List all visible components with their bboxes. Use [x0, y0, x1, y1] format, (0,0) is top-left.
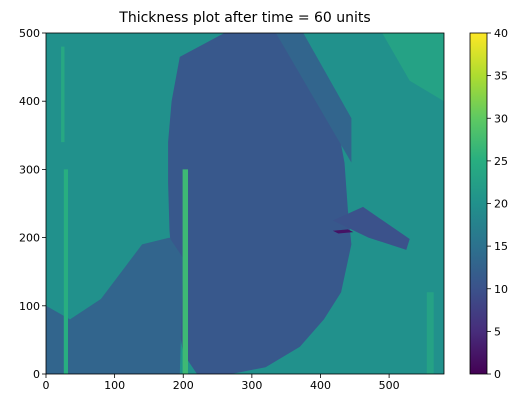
y-axis: 0 100 200 300 400 500 — [19, 27, 46, 381]
chart-title: Thickness plot after time = 60 units — [118, 10, 370, 26]
x-tick-label: 200 — [173, 379, 194, 392]
y-tick-label: 0 — [33, 368, 40, 381]
y-tick-label: 500 — [19, 27, 40, 40]
colorbar-tick-label: 40 — [494, 27, 508, 40]
heatmap-region-band-upper-right — [275, 33, 352, 163]
y-tick-label: 400 — [19, 95, 40, 108]
heatmap-image — [46, 33, 444, 374]
heatmap-region-upper-right-corner — [382, 33, 444, 102]
colorbar-tick-label: 25 — [494, 155, 508, 168]
x-tick-label: 100 — [104, 379, 125, 392]
heatmap-region-central-grain — [168, 33, 352, 374]
colorbar-tick-label: 20 — [494, 198, 508, 211]
heatmap-region-strip-x30 — [63, 169, 68, 374]
heatmap-region-triangle-right — [332, 206, 410, 250]
colorbar-tick-label: 10 — [494, 283, 508, 296]
heatmap-region-strip-x555 — [426, 292, 434, 374]
colorbar-tick-label: 35 — [494, 70, 508, 83]
x-tick-label: 400 — [310, 379, 331, 392]
colorbar-tick-label: 15 — [494, 240, 508, 253]
x-axis: 0 100 200 300 400 500 — [43, 374, 400, 392]
y-tick-label: 200 — [19, 232, 40, 245]
plot-frame — [45, 32, 445, 375]
x-tick-label: 0 — [43, 379, 50, 392]
x-tick-label: 300 — [241, 379, 262, 392]
heatmap-region-defect-line — [332, 229, 354, 234]
heatmap-region-lower-left-grain — [46, 237, 184, 374]
colorbar-tick-label: 5 — [494, 325, 501, 338]
y-tick-label: 100 — [19, 300, 40, 313]
colorbar — [469, 32, 488, 375]
y-tick-label: 300 — [19, 163, 40, 176]
x-tick-label: 500 — [379, 379, 400, 392]
colorbar-tick-label: 30 — [494, 112, 508, 125]
colorbar-axis: 0 5 10 15 20 25 30 35 40 — [487, 27, 508, 381]
heatmap-region-strip-x25-upper — [61, 46, 65, 143]
colorbar-tick-label: 0 — [494, 368, 501, 381]
heatmap-region-strip-x205 — [182, 169, 188, 374]
